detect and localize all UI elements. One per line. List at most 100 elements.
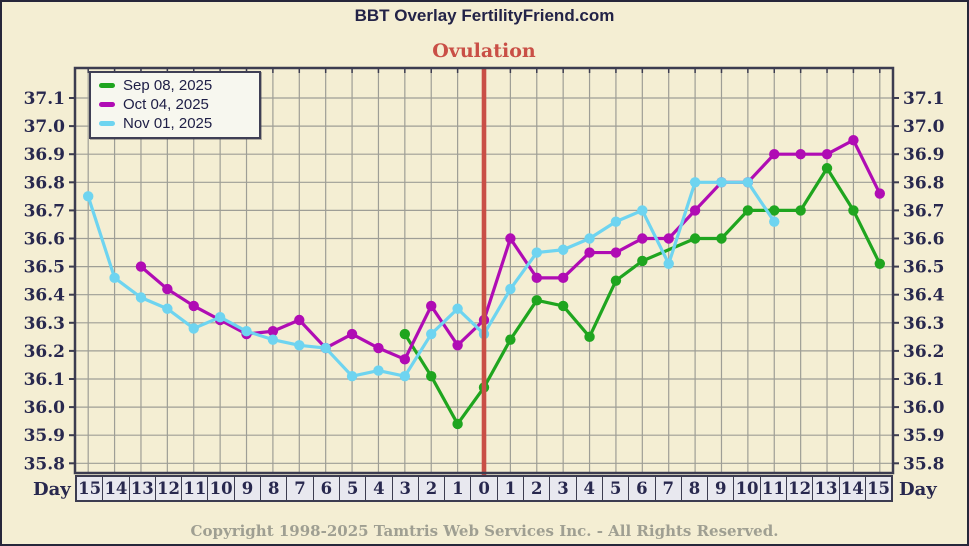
data-point <box>135 292 147 303</box>
day-tick-cell: 10 <box>734 477 761 500</box>
x-axis-label-right: Day <box>899 479 937 500</box>
day-tick-cell: 12 <box>156 477 183 500</box>
ovulation-label: Ovulation <box>432 40 536 62</box>
day-tick-cell: 7 <box>287 477 314 500</box>
data-point <box>637 255 648 267</box>
data-point <box>795 149 806 160</box>
day-tick-cell: 4 <box>366 477 393 500</box>
data-point <box>267 334 279 345</box>
y-axis-label-left: 36.2 <box>24 342 65 362</box>
day-tick-cell: 6 <box>314 477 340 500</box>
data-point <box>663 233 674 244</box>
legend-item: Nov 01, 2025 <box>97 114 253 133</box>
data-point <box>637 205 648 216</box>
page-title: BBT Overlay FertilityFriend.com <box>354 6 615 25</box>
data-point <box>346 328 358 340</box>
data-point <box>505 233 516 244</box>
y-axis-label-right: 36.2 <box>903 342 944 362</box>
data-point <box>689 205 701 216</box>
data-point <box>214 311 226 323</box>
data-point <box>848 134 859 146</box>
day-tick-cell: 14 <box>103 477 130 500</box>
data-point <box>426 370 437 382</box>
y-axis-label-right: 36.5 <box>903 258 944 278</box>
data-point <box>399 354 411 365</box>
y-axis-label-right: 36.9 <box>903 145 944 165</box>
chart-legend: Sep 08, 2025 Oct 04, 2025 Nov 01, 2025 <box>89 71 261 139</box>
day-tick-cell: 2 <box>419 477 446 500</box>
day-tick-cell: 10 <box>208 477 235 500</box>
day-tick-cell: 1 <box>498 477 525 500</box>
data-point <box>426 300 437 312</box>
y-axis-label-left: 36.0 <box>24 398 66 418</box>
data-point <box>874 258 886 269</box>
y-axis-label-left: 36.4 <box>24 286 66 306</box>
data-point <box>188 323 199 334</box>
data-point <box>188 300 199 312</box>
data-point <box>294 340 305 351</box>
day-tick-cell: 11 <box>761 477 788 500</box>
data-point <box>610 247 622 258</box>
data-point <box>663 258 674 269</box>
data-point <box>399 328 411 340</box>
data-point <box>795 205 806 216</box>
y-axis-label-right: 36.1 <box>903 370 944 390</box>
data-point <box>162 283 173 295</box>
y-axis-label-right: 36.7 <box>903 201 944 221</box>
data-point <box>452 418 463 430</box>
data-point <box>821 163 833 174</box>
y-axis-label-left: 37.0 <box>24 117 66 137</box>
data-point <box>610 216 622 227</box>
data-point <box>769 205 780 216</box>
data-point <box>109 272 120 284</box>
x-axis-day-row: 15 14 13 12 11 10 9 8 7 6 5 4 3 2 1 0 1 2 3 4 5 6 7 8 9 10 11 12 13 1… <box>75 475 893 502</box>
day-tick-cell: 11 <box>182 477 209 500</box>
y-axis-label-right: 37.1 <box>903 89 944 109</box>
data-point <box>399 370 411 382</box>
data-point <box>135 261 147 272</box>
data-point <box>557 300 569 312</box>
data-point <box>689 177 701 188</box>
day-tick-cell: 6 <box>629 477 656 500</box>
day-tick-cell: 9 <box>708 477 735 500</box>
legend-item: Sep 08, 2025 <box>97 76 253 95</box>
legend-item: Oct 04, 2025 <box>97 95 253 114</box>
y-axis-label-right: 36.3 <box>903 314 944 334</box>
legend-label: Nov 01, 2025 <box>123 115 213 132</box>
day-tick-cell: 7 <box>656 477 682 500</box>
legend-swatch <box>99 102 115 107</box>
day-tick-cell: 5 <box>340 477 367 500</box>
data-point <box>294 314 305 326</box>
y-axis-label-left: 36.9 <box>24 145 65 165</box>
data-point <box>557 272 569 284</box>
day-tick-cell: 14 <box>840 477 866 500</box>
day-tick-cell: 8 <box>261 477 288 500</box>
y-axis-label-left: 36.1 <box>24 370 65 390</box>
day-tick-cell: 1 <box>445 477 472 500</box>
data-point <box>531 247 542 258</box>
data-point <box>769 149 780 160</box>
data-point <box>584 247 595 258</box>
data-point <box>505 283 516 295</box>
series-line-sep-08-2025 <box>403 166 882 426</box>
data-point <box>241 326 252 337</box>
day-tick-cell: 12 <box>787 477 814 500</box>
y-axis-label-left: 35.9 <box>24 426 65 446</box>
data-point <box>162 303 173 314</box>
y-axis-label-right: 35.9 <box>903 426 944 446</box>
day-tick-cell: 5 <box>603 477 630 500</box>
legend-label: Sep 08, 2025 <box>123 77 213 94</box>
data-point <box>426 328 437 340</box>
data-point <box>769 216 780 227</box>
plot-border <box>73 66 895 475</box>
legend-swatch <box>99 121 115 126</box>
data-point <box>848 205 859 216</box>
x-axis-label-left: Day <box>33 479 71 500</box>
data-point <box>874 188 886 199</box>
day-tick-cell: 13 <box>813 477 840 500</box>
data-point <box>821 149 833 160</box>
day-tick-cell: 4 <box>577 477 603 500</box>
y-axis-label-right: 36.6 <box>903 230 944 250</box>
data-point <box>82 191 94 202</box>
